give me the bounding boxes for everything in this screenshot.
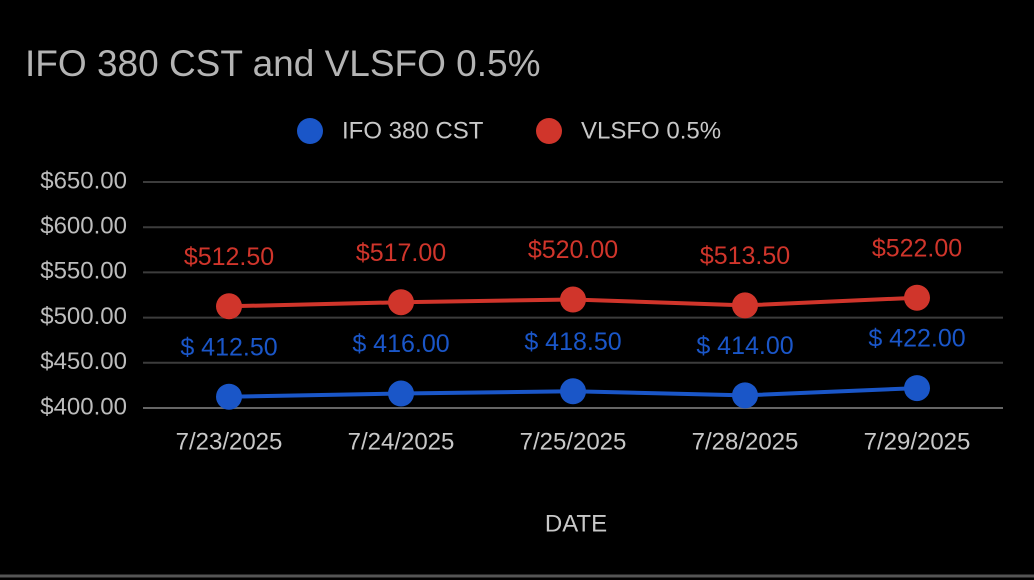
y-tick-label: $400.00 [40, 393, 127, 420]
data-point [732, 382, 758, 409]
x-tick-label: 7/28/2025 [692, 428, 799, 455]
data-point [732, 292, 758, 319]
x-axis-label: DATE [545, 510, 607, 537]
data-point [388, 289, 414, 316]
y-tick-label: $550.00 [40, 258, 127, 285]
data-label: $ 418.50 [524, 328, 621, 356]
legend-marker [536, 118, 562, 144]
x-tick-label: 7/23/2025 [176, 428, 283, 455]
data-label: $517.00 [356, 239, 446, 267]
y-tick-label: $500.00 [40, 303, 127, 330]
chart-title: IFO 380 CST and VLSFO 0.5% [25, 43, 541, 84]
x-tick-label: 7/25/2025 [520, 428, 627, 455]
data-label: $ 414.00 [696, 332, 793, 360]
data-point [560, 286, 586, 313]
data-label: $ 416.00 [352, 330, 449, 358]
data-label: $ 422.00 [868, 325, 965, 353]
x-tick-label: 7/29/2025 [864, 428, 971, 455]
y-tick-label: $600.00 [40, 213, 127, 240]
legend-label: VLSFO 0.5% [581, 117, 721, 144]
x-tick-label: 7/24/2025 [348, 428, 455, 455]
data-label: $520.00 [528, 236, 618, 264]
data-label: $522.00 [872, 234, 962, 262]
data-point [560, 378, 586, 405]
legend-label: IFO 380 CST [342, 117, 484, 144]
data-point [216, 383, 242, 410]
data-label: $513.50 [700, 242, 790, 270]
y-tick-label: $450.00 [40, 348, 127, 375]
data-point [216, 293, 242, 320]
y-tick-label: $650.00 [40, 167, 127, 194]
data-label: $512.50 [184, 243, 274, 271]
data-label: $ 412.50 [180, 333, 277, 361]
data-point [388, 380, 414, 407]
data-point [904, 284, 930, 311]
legend-marker [297, 118, 323, 144]
data-point [904, 375, 930, 402]
